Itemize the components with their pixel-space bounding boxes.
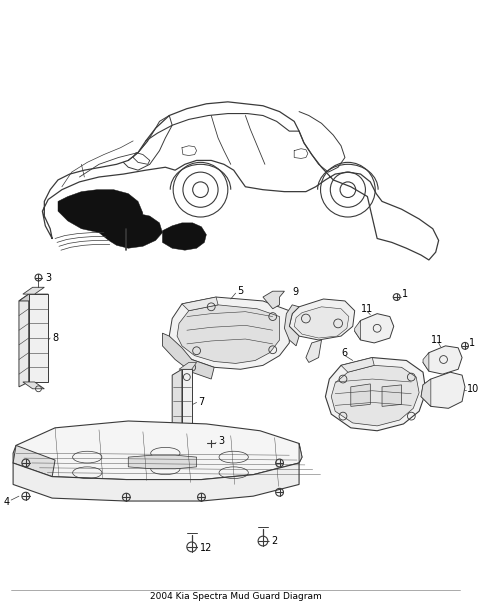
Polygon shape (172, 369, 182, 443)
Text: 5: 5 (238, 286, 244, 296)
Polygon shape (19, 294, 48, 301)
Text: 8: 8 (52, 333, 58, 343)
Polygon shape (423, 353, 429, 371)
Polygon shape (421, 372, 465, 409)
Polygon shape (423, 346, 462, 374)
Text: 6: 6 (341, 348, 347, 358)
Polygon shape (169, 297, 289, 369)
Polygon shape (13, 463, 299, 501)
Polygon shape (177, 305, 279, 364)
Polygon shape (162, 223, 206, 250)
Polygon shape (355, 320, 360, 340)
Polygon shape (355, 314, 394, 343)
Text: 3: 3 (45, 272, 51, 283)
Polygon shape (289, 299, 355, 340)
Text: 7: 7 (199, 398, 205, 407)
Text: 9: 9 (292, 287, 299, 297)
Polygon shape (382, 385, 402, 406)
Text: 12: 12 (200, 543, 212, 553)
Polygon shape (341, 358, 374, 372)
Polygon shape (182, 369, 192, 436)
Polygon shape (23, 288, 44, 294)
Polygon shape (162, 333, 214, 379)
Polygon shape (182, 297, 218, 311)
Polygon shape (421, 379, 431, 406)
Polygon shape (299, 443, 302, 463)
Text: 11: 11 (431, 335, 443, 345)
Polygon shape (294, 307, 349, 338)
Text: 1: 1 (469, 338, 475, 348)
Text: 2: 2 (271, 536, 277, 546)
Polygon shape (19, 294, 29, 387)
Polygon shape (263, 291, 285, 309)
Polygon shape (306, 340, 322, 362)
Polygon shape (13, 446, 55, 477)
Polygon shape (23, 382, 44, 389)
Text: 2004 Kia Spectra Mud Guard Diagram: 2004 Kia Spectra Mud Guard Diagram (150, 592, 322, 601)
Polygon shape (13, 421, 302, 480)
Text: 1: 1 (402, 289, 408, 299)
Polygon shape (128, 455, 197, 469)
Text: 10: 10 (467, 384, 479, 394)
Text: 3: 3 (218, 435, 224, 446)
Polygon shape (179, 436, 197, 443)
Polygon shape (331, 365, 419, 426)
Polygon shape (99, 213, 162, 248)
Text: 11: 11 (360, 304, 373, 314)
Text: 4: 4 (3, 497, 9, 507)
Polygon shape (285, 305, 299, 346)
Polygon shape (325, 358, 426, 430)
Polygon shape (179, 362, 197, 369)
Polygon shape (58, 190, 143, 233)
Polygon shape (351, 384, 370, 406)
Polygon shape (29, 294, 48, 382)
